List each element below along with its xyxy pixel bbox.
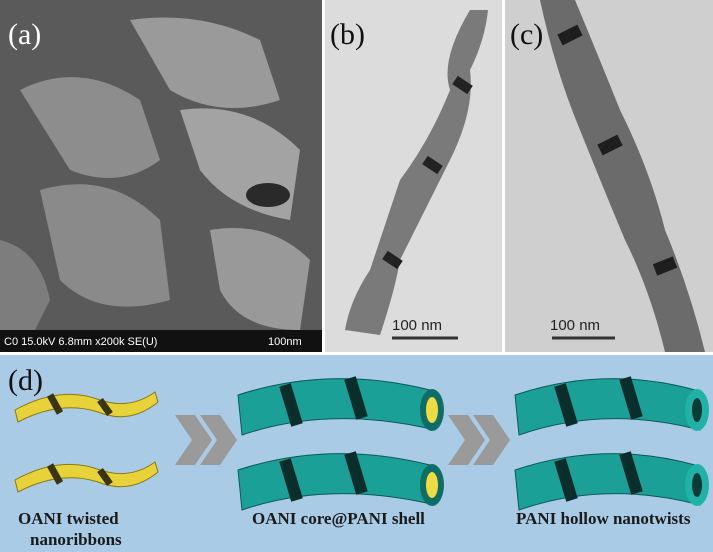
panel-d: (d) OANI twisted — [0, 355, 713, 552]
panel-b: 100 nm (b) — [325, 0, 502, 352]
hollow-tubes — [514, 376, 709, 511]
panel-c: 100 nm (c) — [505, 0, 713, 352]
caption: PANI hollow nanotwists — [516, 509, 691, 528]
scale-label: 100 nm — [550, 317, 600, 334]
sem-scale: 100nm — [268, 336, 302, 348]
panel-label: (b) — [330, 18, 365, 51]
caption: OANI core@PANI shell — [252, 509, 425, 528]
panel-label: (c) — [510, 18, 543, 51]
arrow — [175, 415, 510, 465]
caption: OANI twisted — [18, 509, 119, 528]
panel-label: (d) — [8, 364, 43, 397]
scale-label: 100 nm — [392, 317, 442, 334]
sem-info: C0 15.0kV 6.8mm x200k SE(U) — [4, 336, 157, 348]
panel-a: C0 15.0kV 6.8mm x200k SE(U) 100nm (a) — [0, 0, 322, 352]
caption: nanoribbons — [30, 530, 122, 549]
yellow-ribbons — [14, 391, 159, 493]
core-shell-tubes — [237, 376, 444, 511]
panel-label: (a) — [8, 18, 41, 51]
